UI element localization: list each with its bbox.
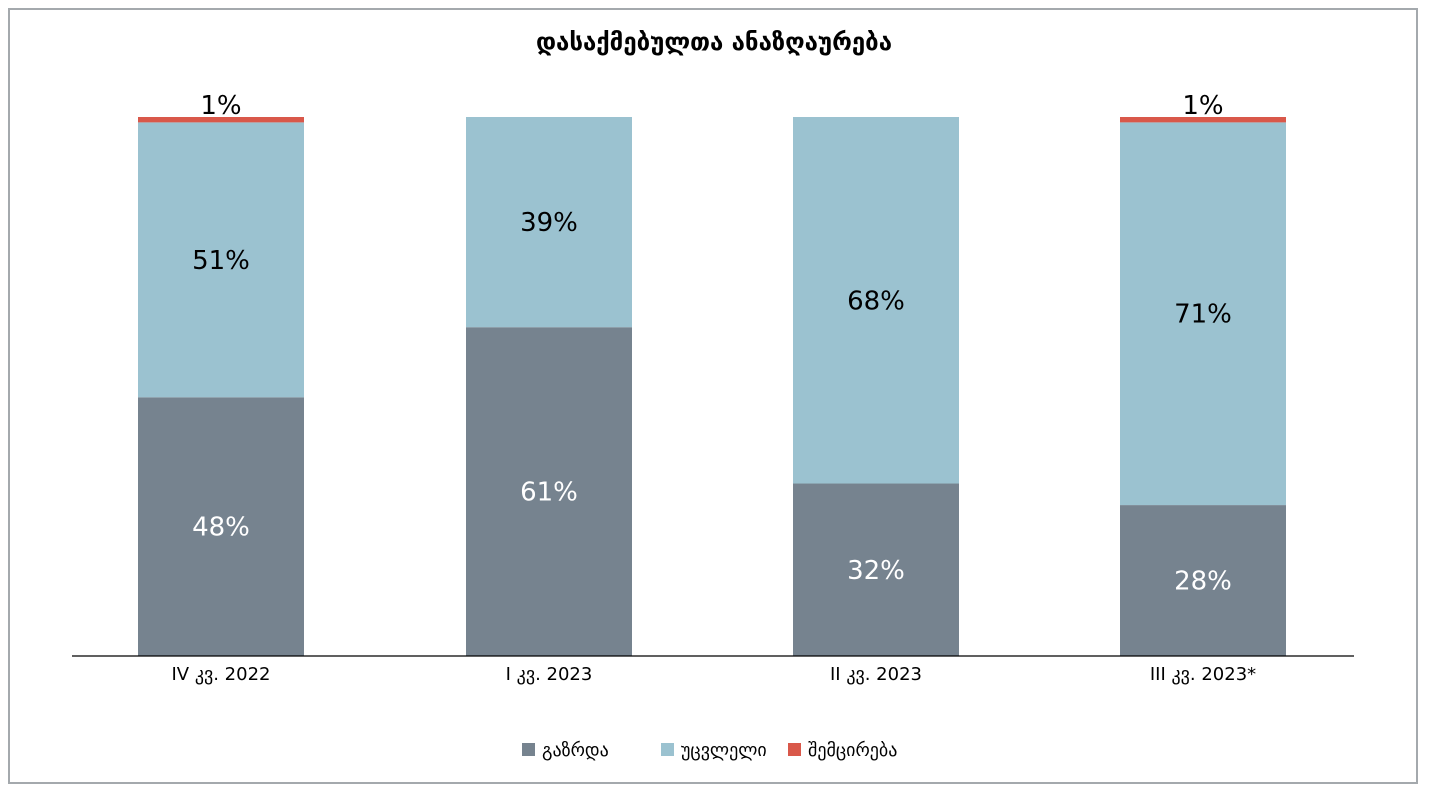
data-label-2-2: 39% [520, 208, 578, 238]
bar-segment-2-1 [138, 122, 304, 398]
data-label-2-1: 51% [192, 246, 250, 276]
data-label-1-1: 48% [192, 513, 250, 543]
legend-label-1: გაზრდა [542, 740, 609, 761]
bar-segment-2-2 [466, 117, 632, 328]
x-tick-label-2: I კვ. 2023 [506, 664, 593, 685]
x-tick-label-4: III კვ. 2023* [1150, 664, 1256, 685]
x-tick-labels-group: IV კვ. 2022 I კვ. 2023 II კვ. 2023 III კვ. … [171, 664, 1256, 685]
legend-swatch-2 [661, 743, 674, 756]
x-tick-label-1: IV კვ. 2022 [171, 664, 270, 685]
x-tick-label-3: II კვ. 2023 [830, 664, 922, 685]
bar-segment-3-1 [138, 117, 304, 123]
data-label-1-2: 61% [520, 478, 578, 508]
data-labels-group: 48% 51% 1% 61% 39% 32% 68% 28% 71% 1% [192, 91, 1232, 597]
bars-group [138, 117, 1286, 656]
data-label-3-1: 1% [200, 91, 241, 121]
bar-segment-1-1 [138, 397, 304, 656]
bar-segment-1-3 [793, 483, 959, 656]
legend-swatch-1 [522, 743, 535, 756]
bar-segment-1-2 [466, 327, 632, 656]
bar-segment-2-3 [793, 117, 959, 484]
bar-segment-3-4 [1120, 117, 1286, 123]
legend-label-2: უცვლელი [681, 740, 767, 761]
data-label-3-4: 1% [1182, 91, 1223, 121]
data-label-1-4: 28% [1174, 567, 1232, 597]
bar-segment-2-4 [1120, 122, 1286, 506]
legend-label-3: შემცირება [808, 740, 897, 761]
data-label-2-4: 71% [1174, 300, 1232, 330]
legend-swatch-3 [788, 743, 801, 756]
bar-segment-1-4 [1120, 505, 1286, 656]
data-label-1-3: 32% [847, 556, 905, 586]
data-label-2-3: 68% [847, 286, 905, 316]
chart-title: დასაქმებულთა ანაზღაურება [536, 28, 892, 56]
legend: გაზრდა უცვლელი შემცირება [522, 740, 897, 761]
